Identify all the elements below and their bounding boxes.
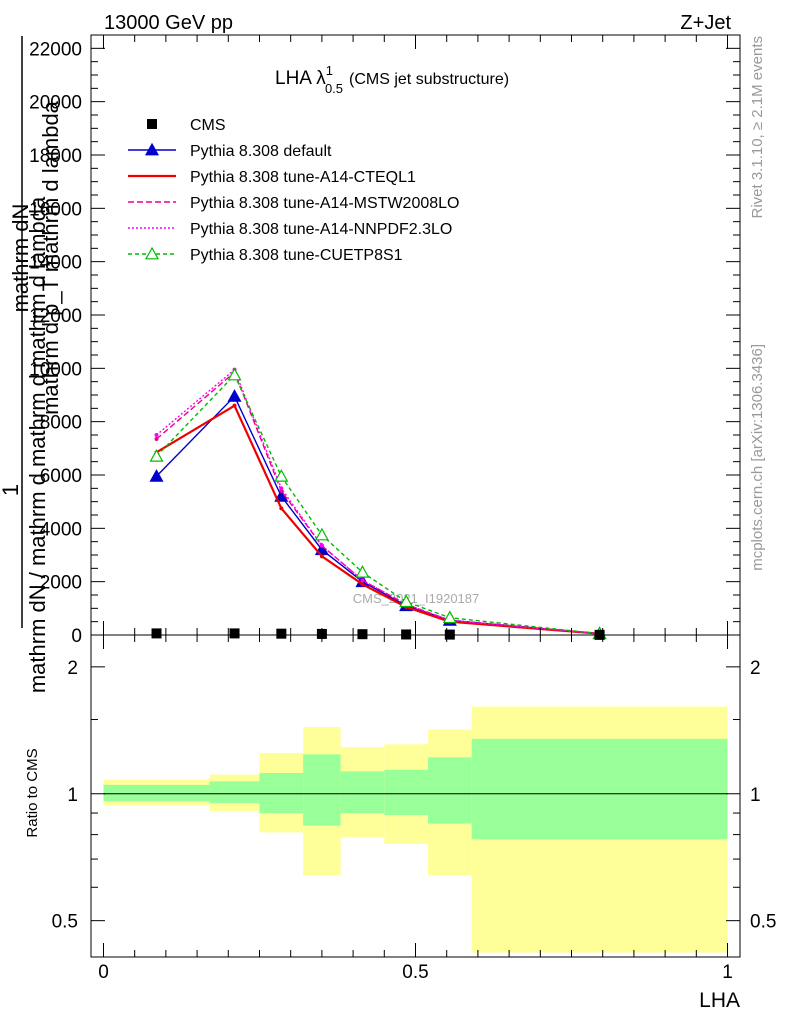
ratio-ytick-label: 1 [67, 785, 78, 806]
legend-marker-1 [144, 142, 160, 156]
ratio-band-inner [471, 738, 728, 840]
ratio-bands [103, 706, 728, 953]
ratio-ytick-label-right: 1 [750, 785, 761, 806]
series-2-point [360, 582, 365, 587]
ratio-xtick-label: 0 [98, 962, 109, 983]
main-ytick-label: 10000 [29, 359, 82, 380]
main-y-axis: 0 2000 4000 6000 8000 10000 12000 14000 16000 180… [29, 34, 740, 647]
ratio-band-inner [384, 769, 428, 816]
cms-point [401, 629, 412, 640]
x-axis-label: LHA [699, 989, 740, 1012]
main-ytick-label: 8000 [40, 413, 82, 434]
ratio-ytick-label-right: 0.5 [750, 912, 776, 933]
series-5-point [274, 469, 289, 482]
main-ytick-label: 0 [71, 626, 82, 647]
cms-points [151, 628, 605, 640]
plot-title-suffix: (CMS jet substructure) [349, 71, 509, 88]
legend-label-1: Pythia 8.308 default [190, 143, 332, 160]
ratio-ytick-label: 2 [67, 658, 78, 679]
ratio-axes: 0.5 0.5 1 1 2 2 0 0.5 1 [52, 635, 776, 983]
main-panel: 0 2000 4000 6000 8000 10000 12000 14000 16000 180… [29, 34, 741, 647]
ratio-panel: 0.5 0.5 1 1 2 2 0 0.5 1 Ratio to CMS LHA [24, 634, 776, 1012]
series-line-5 [155, 373, 600, 635]
main-ytick-label: 6000 [40, 466, 82, 487]
series-line-2 [155, 404, 600, 635]
cms-point [357, 629, 368, 640]
legend-label-3: Pythia 8.308 tune-A14-MSTW2008LO [190, 195, 459, 212]
main-ytick-label: 18000 [29, 146, 82, 167]
legend-label-4: Pythia 8.308 tune-A14-NNPDF2.3LO [190, 221, 452, 238]
mcplots-note: mcplots.cern.ch [arXiv:1306.3436] [749, 344, 766, 571]
main-series [149, 367, 607, 640]
ratio-ytick-label: 0.5 [52, 912, 78, 933]
series-5-point [149, 449, 164, 462]
ratio-band-inner [427, 757, 472, 824]
series-1-point [149, 469, 164, 482]
ratio-ylabel: Ratio to CMS [24, 748, 41, 837]
ratio-band-inner [103, 784, 210, 802]
main-x-ticks [102, 35, 729, 635]
series-2-point [319, 554, 324, 559]
main-ytick-label: 4000 [40, 519, 82, 540]
plot-title: LHA λ1 0.5 (CMS jet substructure) [275, 63, 509, 96]
series-3-point [154, 437, 159, 441]
main-ytick-label: 12000 [29, 306, 82, 327]
main-ytick-label: 14000 [29, 253, 82, 274]
ratio-band-inner [209, 781, 260, 804]
main-ytick-label: 22000 [29, 39, 82, 60]
plot-title-sup: 1 [326, 63, 333, 78]
header-left: 13000 GeV pp [104, 12, 233, 34]
series-4-point [279, 486, 284, 491]
series-5-point [442, 610, 457, 624]
series-line-3 [156, 371, 600, 635]
header-right: Z+Jet [680, 12, 731, 34]
series-5-point [355, 565, 370, 578]
series-5-point [399, 594, 414, 608]
ylabel-line-2: mathrm d p_T mathrm d lambda [38, 100, 63, 415]
y-axis-label: mathrm dN mathrm d p_T mathrm d lambda 1… [0, 36, 63, 693]
ratio-xtick-label: 1 [722, 962, 733, 983]
plot-title-main: LHA λ [275, 68, 326, 89]
ratio-band-inner [340, 771, 385, 814]
rivet-note: Rivet 3.1.10, ≥ 2.1M events [749, 36, 766, 219]
ylabel-line-4: mathrm dN / mathrm d mathrm d mathrm d l… [25, 196, 50, 693]
watermark: CMS_2021_I1920187 [353, 591, 480, 606]
series-1-point [227, 389, 242, 402]
ylabel-line-1: mathrm dN [8, 204, 33, 313]
series-4-point [319, 543, 324, 548]
cms-point [229, 628, 240, 639]
legend-marker-5 [144, 246, 160, 260]
series-4-point [360, 578, 365, 583]
series-line-4 [156, 368, 600, 635]
cms-point [151, 628, 162, 639]
series-5-point [314, 527, 329, 541]
main-frame [90, 34, 741, 636]
ratio-band-inner [303, 754, 341, 826]
ratio-ytick-label-right: 2 [750, 658, 761, 679]
legend: CMS Pythia 8.308 default Pythia 8.308 tune… [128, 117, 459, 264]
legend-cms-label: CMS [190, 117, 226, 134]
ratio-band-inner [259, 773, 304, 814]
series-4-point [154, 433, 159, 437]
main-ytick-label: 16000 [29, 199, 82, 220]
cms-point [276, 628, 287, 639]
series-2-point [232, 403, 237, 408]
legend-label-5: Pythia 8.308 tune-CUETP8S1 [190, 247, 403, 264]
legend-label-2: Pythia 8.308 tune-A14-CTEQL1 [190, 169, 416, 186]
ratio-xtick-label: 0.5 [402, 962, 428, 983]
plot-title-sub: 0.5 [325, 81, 343, 96]
legend-cms-marker [147, 119, 157, 129]
series-2-point [279, 506, 284, 511]
main-ytick-label: 20000 [29, 93, 82, 114]
main-ytick-label: 2000 [40, 573, 82, 594]
ylabel-line-3: 1 [0, 484, 23, 496]
series-5-point [227, 367, 242, 381]
